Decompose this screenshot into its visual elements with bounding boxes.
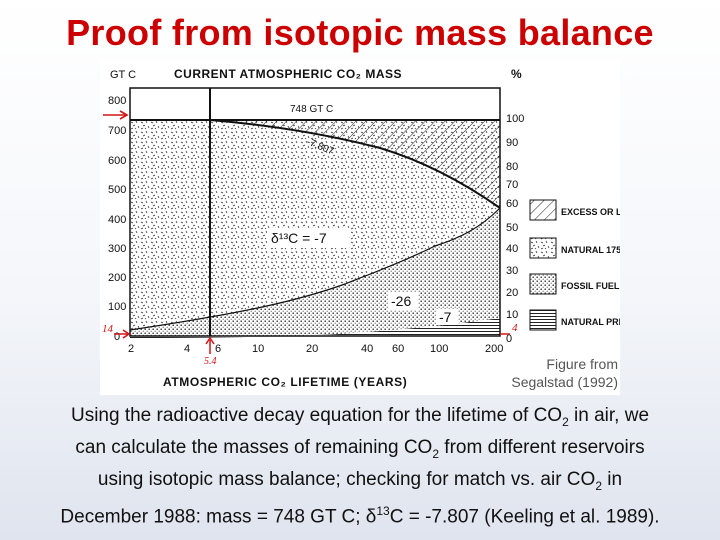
x-tick: 100 (430, 343, 448, 355)
caption: Using the radioactive decay equation for… (8, 403, 712, 531)
x-tick: 200 (485, 343, 503, 355)
right-tick: 40 (506, 243, 518, 255)
legend-label-excess: EXCESS OR LACKING (561, 207, 620, 217)
right-tick: 70 (506, 179, 518, 191)
right-tick: 10 (506, 309, 518, 321)
marker-bottom-value: 5.4 (204, 356, 217, 367)
left-tick: 100 (108, 301, 126, 313)
figure-header: CURRENT ATMOSPHERIC CO₂ MASS (174, 67, 402, 81)
red-markers: 14 4 5.4 (102, 110, 518, 367)
legend: EXCESS OR LACKING NATURAL 1750-1988 FOSS… (529, 199, 620, 331)
marker-arrowhead-bottom (205, 336, 215, 345)
left-tick: 0 (114, 331, 120, 343)
left-tick: 800 (108, 95, 126, 107)
left-tick: 300 (108, 243, 126, 255)
right-axis-title: % (511, 67, 522, 81)
x-tick: 10 (252, 343, 264, 355)
caption-subscript: 2 (562, 414, 569, 429)
curve-excess-boundary (209, 119, 501, 209)
figure-svg: GT C CURRENT ATMOSPHERIC CO₂ MASS % 800 … (102, 67, 620, 389)
marker-arrowhead-left-top (119, 110, 129, 120)
slide-title: Proof from isotopic mass balance (66, 12, 654, 53)
right-tick: 60 (506, 198, 518, 210)
caption-text: December 1988: mass = 748 GT C; δ (60, 506, 377, 528)
right-tick: 20 (506, 287, 518, 299)
marker-left-value: 14 (102, 323, 114, 335)
legend-label-fossil: FOSSIL FUEL (561, 281, 620, 291)
isotope-figure: GT C CURRENT ATMOSPHERIC CO₂ MASS % 800 … (100, 60, 620, 395)
caption-text: using isotopic mass balance; checking fo… (97, 468, 596, 490)
plot-frame (129, 87, 501, 337)
left-tick: 200 (108, 272, 126, 284)
right-tick: 30 (506, 265, 518, 277)
caption-text: can calculate the masses of remaining CO (75, 436, 433, 458)
legend-swatch-natural-pre (529, 309, 557, 331)
caption-superscript: 13 (376, 504, 390, 519)
label-minus7: -7 (439, 309, 452, 325)
marker-arrowhead-left-bottom (122, 329, 131, 339)
caption-subscript: 2 (432, 446, 440, 461)
left-tick: 400 (108, 214, 126, 226)
right-axis: 100 90 80 70 60 50 40 30 20 10 0 (506, 113, 524, 345)
delta-label-backdrop (267, 228, 349, 248)
caption-text: C = -7.807 (Keeling et al. 1989). (389, 506, 660, 528)
caption-text: in air, we (568, 405, 650, 426)
region-natural-1750-1988 (130, 120, 500, 330)
region-excess (210, 120, 500, 208)
caption-subscript: 2 (595, 478, 602, 493)
x-tick: 20 (306, 343, 318, 355)
mass-label: 748 GT C (290, 104, 333, 115)
x-tick: 60 (392, 343, 404, 355)
label-minus26-backdrop (388, 292, 418, 310)
x-tick: 6 (215, 343, 221, 355)
curve-natural-boundary (129, 207, 501, 331)
left-axis: 800 700 600 500 400 300 200 100 0 (108, 95, 126, 343)
left-tick: 700 (108, 125, 126, 137)
x-tick: 2 (128, 343, 134, 355)
region-natural-pre-1750 (130, 318, 500, 338)
caption-text: in (602, 468, 623, 490)
right-tick: 50 (506, 222, 518, 234)
x-axis-title: ATMOSPHERIC CO₂ LIFETIME (YEARS) (163, 375, 407, 389)
left-tick: 500 (108, 184, 126, 196)
right-tick: 100 (506, 113, 524, 125)
legend-label-natural-1750: NATURAL 1750-1988 (561, 245, 620, 255)
marker-right-value: 4 (512, 322, 518, 334)
label-minus26: -26 (391, 293, 411, 309)
delta-label: δ¹³C = -7 (271, 230, 327, 246)
label-minus7-backdrop (436, 309, 458, 325)
x-tick: 4 (184, 343, 190, 355)
legend-swatch-natural-1750 (529, 237, 557, 259)
legend-label-natural-pre: NATURAL PRE-1750 (561, 317, 620, 327)
legend-swatch-excess (529, 199, 557, 221)
x-tick: 40 (361, 343, 373, 355)
right-tick: 90 (506, 137, 518, 149)
right-tick: 0 (506, 333, 512, 345)
right-tick: 80 (506, 161, 518, 173)
legend-swatch-fossil (529, 273, 557, 295)
caption-text: Using the radioactive decay equation for… (70, 405, 563, 426)
caption-text: from different reservoirs (439, 436, 645, 458)
figure-credit: Figure from Segalstad (1992) (511, 356, 618, 390)
left-axis-title: GT C (110, 69, 136, 81)
left-tick: 600 (108, 155, 126, 167)
x-axis: 2 4 6 10 20 40 60 100 200 (128, 343, 503, 355)
